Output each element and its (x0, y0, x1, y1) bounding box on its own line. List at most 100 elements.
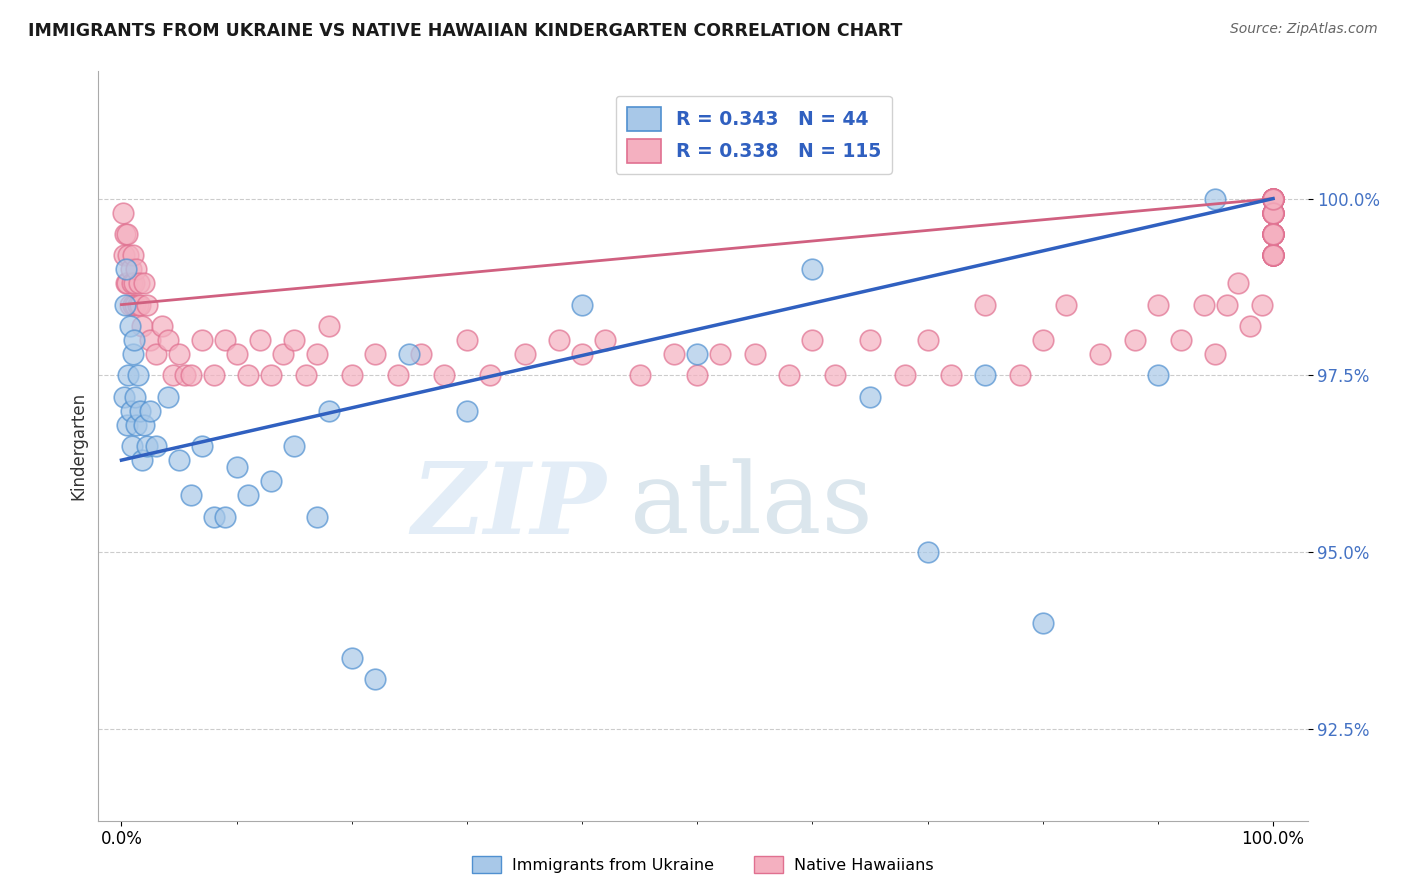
Point (134, 417, 156, 432)
Point (1204, 347, 1226, 361)
Point (364, 673, 387, 687)
Point (1261, 192, 1284, 206)
Point (180, 488, 202, 502)
Point (1261, 227, 1284, 241)
Point (917, 545, 939, 559)
Point (1261, 248, 1284, 262)
Point (125, 262, 148, 277)
Text: Source: ZipAtlas.com: Source: ZipAtlas.com (1230, 22, 1378, 37)
Point (236, 488, 259, 502)
Point (134, 277, 156, 291)
Point (122, 298, 145, 312)
Point (1261, 248, 1284, 262)
Point (307, 347, 329, 361)
Point (117, 368, 139, 383)
Point (167, 453, 190, 467)
Point (1032, 333, 1054, 347)
Point (115, 262, 138, 277)
Point (114, 227, 136, 241)
Point (409, 347, 432, 361)
Point (1250, 298, 1272, 312)
Point (115, 227, 138, 241)
Point (214, 333, 236, 347)
Point (121, 277, 143, 291)
Point (118, 318, 141, 333)
Point (364, 347, 387, 361)
Point (1261, 227, 1284, 241)
Point (145, 439, 167, 453)
Point (478, 368, 501, 383)
Point (127, 298, 149, 312)
Point (225, 460, 247, 475)
Point (131, 318, 153, 333)
Point (340, 368, 363, 383)
Point (917, 333, 939, 347)
Point (974, 368, 997, 383)
Point (974, 298, 997, 312)
Point (1054, 298, 1077, 312)
Point (283, 439, 305, 453)
Point (1261, 248, 1284, 262)
Point (664, 347, 686, 361)
Point (127, 368, 149, 383)
Point (859, 390, 882, 404)
Point (1204, 192, 1226, 206)
Point (1227, 277, 1250, 291)
Point (1216, 298, 1239, 312)
Point (1261, 248, 1284, 262)
Point (1261, 205, 1284, 219)
Point (318, 318, 340, 333)
Point (893, 368, 915, 383)
Point (1261, 205, 1284, 219)
Point (124, 298, 146, 312)
Point (115, 277, 138, 291)
Point (225, 347, 247, 361)
Point (1261, 227, 1284, 241)
Point (260, 475, 283, 489)
Point (1261, 192, 1284, 206)
Point (271, 347, 294, 361)
Point (128, 277, 150, 291)
Point (1261, 192, 1284, 206)
Point (1261, 192, 1284, 206)
Point (1261, 192, 1284, 206)
Point (1261, 205, 1284, 219)
Point (859, 333, 882, 347)
Point (1090, 347, 1112, 361)
Point (801, 262, 824, 277)
Point (249, 333, 271, 347)
Point (139, 403, 162, 417)
Point (1008, 368, 1031, 383)
Point (115, 417, 138, 432)
Point (1261, 192, 1284, 206)
Point (1261, 205, 1284, 219)
Point (173, 368, 195, 383)
Y-axis label: Kindergarten: Kindergarten (69, 392, 87, 500)
Point (156, 390, 179, 404)
Point (1261, 192, 1284, 206)
Point (1261, 248, 1284, 262)
Text: ZIP: ZIP (412, 458, 606, 554)
Point (283, 333, 305, 347)
Point (398, 347, 420, 361)
Point (167, 347, 190, 361)
Point (121, 439, 143, 453)
Point (1239, 318, 1261, 333)
Point (1261, 248, 1284, 262)
Point (1261, 205, 1284, 219)
Point (150, 318, 173, 333)
Point (318, 403, 340, 417)
Point (1261, 205, 1284, 219)
Point (118, 298, 141, 312)
Point (128, 403, 150, 417)
Point (1170, 333, 1192, 347)
Point (571, 347, 593, 361)
Point (202, 509, 225, 524)
Legend: Immigrants from Ukraine, Native Hawaiians: Immigrants from Ukraine, Native Hawaiian… (465, 849, 941, 880)
Point (114, 298, 136, 312)
Point (124, 390, 146, 404)
Point (1261, 248, 1284, 262)
Point (340, 651, 363, 665)
Point (709, 347, 731, 361)
Point (120, 262, 142, 277)
